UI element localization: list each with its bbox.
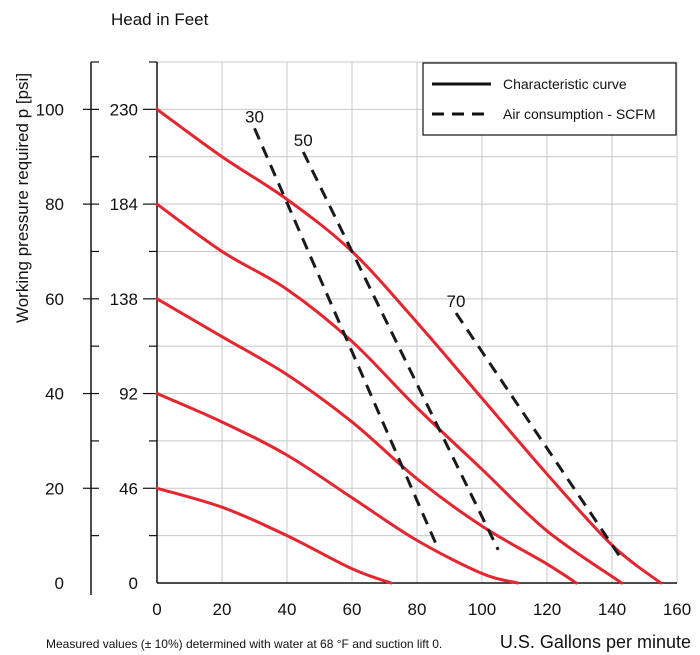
air-consumption-lines: 30 50 70: [245, 107, 623, 561]
legend-box: [422, 62, 677, 136]
air-consumption-label: 30: [245, 107, 264, 126]
air-consumption-line: [301, 151, 500, 551]
legend: Characteristic curve Air consumption - S…: [422, 62, 677, 136]
characteristic-curve: [155, 202, 624, 585]
characteristic-curve: [155, 486, 393, 585]
characteristic-curve: [155, 107, 663, 585]
x-tick-label: 160: [663, 600, 691, 619]
psi-tick-label: 40: [45, 385, 64, 404]
grid: [157, 61, 678, 583]
x-tick-label: 20: [213, 600, 232, 619]
footnote: Measured values (± 10%) determined with …: [46, 637, 442, 651]
y-axis-label: Working pressure required p [psi]: [13, 73, 32, 323]
air-consumption-line: [253, 127, 438, 546]
characteristic-curve: [155, 392, 520, 585]
characteristic-curve: [155, 297, 578, 585]
psi-tick-label: 20: [45, 479, 64, 498]
x-tick-label: 60: [343, 600, 362, 619]
psi-tick-label: 100: [36, 100, 64, 119]
head-tick-label: 230: [110, 100, 138, 119]
x-tick-label: 40: [278, 600, 297, 619]
legend-characteristic-label: Characteristic curve: [503, 76, 627, 92]
x-tick-label: 140: [598, 600, 626, 619]
air-consumption-label: 50: [294, 131, 313, 150]
psi-tick-label: 80: [45, 195, 64, 214]
head-tick-label: 138: [110, 290, 138, 309]
axes: 0 20 40 60 80 100 120 140 160 0 20 40 60 80 100 0 46 92 13…: [36, 61, 691, 619]
top-axis-label: Head in Feet: [111, 10, 209, 29]
head-tick-label: 92: [119, 385, 138, 404]
characteristic-curves: [155, 107, 663, 585]
x-tick-label: 80: [408, 600, 427, 619]
air-consumption-line: [454, 312, 623, 561]
x-tick-label: 100: [468, 600, 496, 619]
x-tick-label: 0: [152, 600, 161, 619]
head-tick-label: 184: [110, 195, 138, 214]
psi-tick-label: 0: [55, 574, 64, 593]
x-axis-label: U.S. Gallons per minute: [500, 632, 691, 652]
air-consumption-label: 70: [447, 292, 466, 311]
psi-tick-label: 60: [45, 290, 64, 309]
head-tick-label: 46: [119, 479, 138, 498]
head-tick-label: 0: [129, 574, 138, 593]
legend-air-label: Air consumption - SCFM: [503, 106, 655, 122]
x-tick-label: 120: [533, 600, 561, 619]
